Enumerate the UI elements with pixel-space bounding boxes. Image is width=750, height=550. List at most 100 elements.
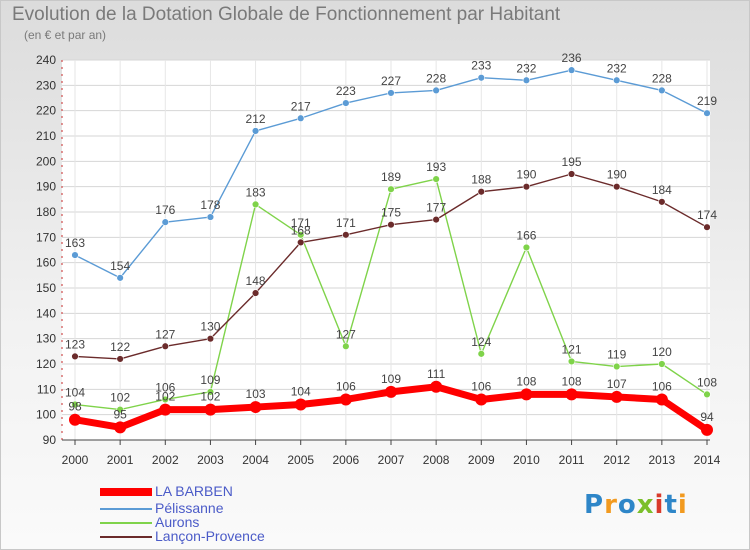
chart-title: Evolution de la Dotation Globale de Fonc… — [12, 4, 561, 25]
legend-label-pelissanne: Pélissanne — [155, 500, 224, 516]
y-tick-label: 120 — [36, 357, 56, 371]
data-point-lancon-provence — [613, 182, 621, 191]
data-point-pelissanne — [251, 127, 260, 135]
x-tick-label: 2002 — [152, 453, 179, 467]
legend-swatch-pelissanne — [100, 508, 152, 510]
data-label-la-barben: 106 — [471, 379, 491, 393]
legend-swatch-la-barben — [100, 488, 152, 496]
data-point-aurons — [251, 200, 260, 209]
data-label-lancon-provence: 195 — [562, 155, 582, 169]
legend-label-lancon-provence: Lançon-Provence — [155, 528, 265, 544]
data-point-lancon-provence — [432, 215, 440, 224]
data-label-la-barben: 106 — [336, 379, 356, 393]
data-point-aurons — [342, 342, 350, 350]
data-label-pelissanne: 219 — [697, 94, 717, 108]
data-label-la-barben: 94 — [700, 410, 714, 424]
data-label-la-barben: 102 — [155, 390, 175, 404]
data-point-aurons — [567, 357, 576, 366]
data-label-pelissanne: 154 — [110, 259, 130, 273]
data-point-la-barben — [69, 413, 81, 426]
data-label-la-barben: 111 — [427, 367, 446, 381]
y-tick-label: 110 — [37, 382, 56, 396]
data-label-la-barben: 98 — [68, 400, 82, 414]
y-tick-label: 90 — [43, 433, 57, 447]
data-point-lancon-provence — [161, 342, 169, 350]
data-label-lancon-provence: 188 — [471, 173, 491, 187]
data-point-pelissanne — [71, 251, 79, 259]
data-point-aurons — [387, 185, 395, 193]
data-label-lancon-provence: 174 — [697, 208, 717, 222]
data-label-lancon-provence: 184 — [652, 183, 672, 197]
logo-letter: o — [617, 490, 637, 520]
data-label-pelissanne: 232 — [607, 61, 627, 75]
data-label-aurons: 120 — [652, 345, 672, 359]
data-point-lancon-provence — [703, 223, 711, 231]
data-label-aurons: 102 — [110, 391, 130, 405]
y-tick-label: 180 — [36, 205, 56, 219]
data-point-pelissanne — [703, 109, 711, 117]
legend-swatch-lancon-provence — [100, 536, 152, 538]
chart-subtitle: (en € et par an) — [24, 28, 107, 42]
data-point-lancon-provence — [477, 188, 485, 196]
data-point-aurons — [703, 390, 711, 399]
data-label-aurons: 106 — [155, 380, 175, 394]
data-point-pelissanne — [613, 76, 621, 84]
data-point-aurons — [161, 395, 169, 404]
x-tick-label: 2007 — [378, 453, 405, 467]
data-point-aurons — [116, 405, 124, 414]
data-label-pelissanne: 223 — [336, 84, 356, 98]
logo-letter: x — [636, 490, 655, 520]
data-point-pelissanne — [477, 74, 485, 82]
data-label-lancon-provence: 123 — [65, 337, 85, 351]
x-tick-label: 2009 — [468, 453, 495, 467]
data-point-aurons — [432, 175, 440, 183]
data-point-la-barben — [475, 393, 488, 406]
data-label-pelissanne: 228 — [652, 71, 672, 85]
data-point-la-barben — [610, 390, 623, 403]
data-label-lancon-provence: 175 — [381, 206, 401, 220]
data-point-aurons — [297, 231, 305, 239]
x-tick-label: 2013 — [649, 453, 676, 467]
y-tick-label: 220 — [36, 104, 56, 118]
data-point-la-barben — [565, 388, 578, 401]
data-point-la-barben — [114, 421, 127, 434]
data-label-lancon-provence: 122 — [110, 340, 130, 354]
y-tick-label: 210 — [36, 129, 56, 143]
data-label-la-barben: 107 — [607, 377, 627, 391]
data-point-lancon-provence — [206, 334, 215, 343]
data-point-la-barben — [204, 403, 217, 416]
data-point-la-barben — [294, 398, 307, 411]
y-tick-label: 100 — [36, 408, 56, 422]
y-tick-label: 140 — [36, 306, 56, 320]
data-point-lancon-provence — [658, 198, 666, 206]
data-point-lancon-provence — [522, 182, 531, 191]
data-point-lancon-provence — [297, 238, 305, 247]
logo-letter: t — [664, 490, 678, 520]
x-tick-label: 2011 — [559, 453, 585, 467]
data-label-la-barben: 109 — [381, 372, 401, 386]
data-label-la-barben: 103 — [246, 387, 266, 401]
data-label-aurons: 189 — [381, 170, 401, 184]
data-label-pelissanne: 163 — [65, 236, 85, 250]
x-tick-label: 2000 — [62, 453, 89, 467]
data-label-pelissanne: 236 — [562, 51, 582, 65]
data-point-lancon-provence — [116, 355, 124, 363]
data-label-pelissanne: 176 — [155, 203, 175, 217]
data-label-lancon-provence: 168 — [291, 223, 311, 237]
data-point-aurons — [613, 362, 621, 371]
data-point-aurons — [522, 243, 531, 252]
data-label-aurons: 127 — [336, 327, 356, 341]
x-tick-label: 2001 — [107, 453, 134, 467]
data-label-pelissanne: 233 — [471, 59, 491, 73]
x-tick-label: 2006 — [333, 453, 360, 467]
data-point-pelissanne — [567, 66, 576, 74]
y-tick-label: 200 — [36, 154, 56, 168]
data-label-lancon-provence: 130 — [200, 320, 220, 334]
data-label-aurons: 108 — [697, 375, 717, 389]
data-label-lancon-provence: 171 — [336, 216, 356, 230]
data-point-pelissanne — [206, 213, 215, 221]
data-label-lancon-provence: 127 — [155, 327, 175, 341]
data-label-aurons: 109 — [200, 373, 220, 387]
data-point-la-barben — [339, 393, 352, 406]
